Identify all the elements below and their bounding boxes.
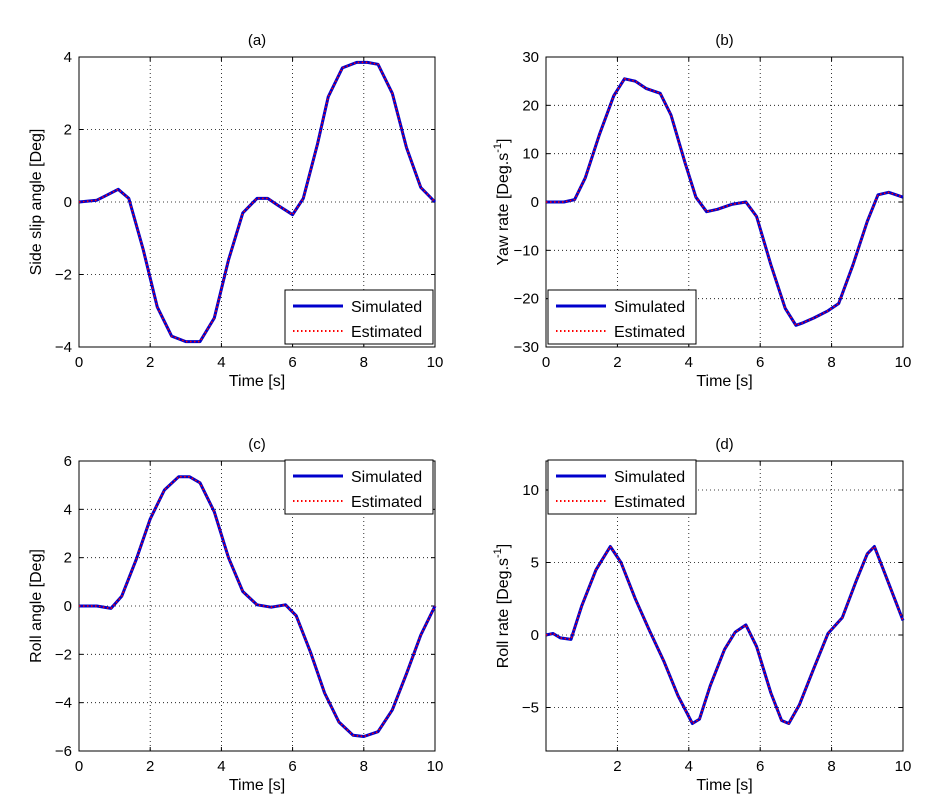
y-tick-label: −5	[522, 700, 539, 717]
legend-box	[547, 289, 697, 345]
chart-title: (c)	[248, 436, 266, 453]
y-axis-label-end: ]	[495, 544, 512, 548]
legend-box	[547, 459, 697, 515]
x-tick-label: 0	[75, 354, 83, 371]
x-tick-label: 4	[217, 758, 225, 775]
series-line-estimated	[545, 545, 904, 725]
y-tick-label: 2	[64, 122, 72, 139]
chart-panel-d: 2 4 6 8 10 −5 0 5 10 (d) Time [s] Roll rate [Deg.s-…	[492, 436, 911, 794]
y-tick-label: 2	[64, 550, 72, 567]
legend: Simulated Estimated	[284, 459, 434, 515]
x-tick-label: 4	[685, 354, 693, 371]
x-tick-label: 6	[756, 354, 764, 371]
y-tick-label: −4	[55, 695, 72, 712]
y-axis-label-main: Roll rate [Deg.s	[495, 558, 512, 668]
legend-box	[284, 459, 434, 515]
y-axis-label: Yaw rate [Deg.s-1]	[492, 139, 512, 266]
y-tick-label: 0	[64, 194, 72, 211]
y-tick-label: 30	[522, 49, 539, 66]
x-tick-label: 8	[827, 758, 835, 775]
chart-title: (b)	[715, 32, 733, 49]
legend: Simulated Estimated	[547, 459, 697, 515]
y-tick-label: 0	[64, 598, 72, 615]
x-tick-label: 8	[360, 758, 368, 775]
y-tick-label: −20	[514, 291, 539, 308]
y-axis-label-main: Side slip angle [Deg]	[28, 129, 45, 276]
x-tick-label: 6	[756, 758, 764, 775]
y-axis-label: Roll rate [Deg.s-1]	[492, 544, 512, 669]
legend-label-estimated: Estimated	[351, 494, 422, 511]
x-tick-label: 10	[895, 354, 912, 371]
legend-label-simulated: Simulated	[351, 469, 422, 486]
y-tick-label: 20	[522, 97, 539, 114]
x-tick-label: 4	[685, 758, 693, 775]
legend-label-estimated: Estimated	[614, 494, 685, 511]
chart-title: (a)	[248, 32, 266, 49]
x-axis-label: Time [s]	[696, 373, 752, 390]
x-axis-label: Time [s]	[696, 777, 752, 794]
legend-label-simulated: Simulated	[614, 469, 685, 486]
x-tick-label: 2	[613, 758, 621, 775]
legend-label-estimated: Estimated	[351, 324, 422, 341]
legend: Simulated Estimated	[547, 289, 697, 345]
series-line-estimated	[79, 475, 436, 738]
y-tick-label: 0	[531, 194, 539, 211]
x-tick-label: 4	[217, 354, 225, 371]
x-tick-label: 8	[827, 354, 835, 371]
y-axis-label-superscript: -1	[492, 143, 504, 153]
y-axis-label-superscript: -1	[492, 548, 504, 558]
x-tick-label: 6	[288, 354, 296, 371]
x-tick-label: 0	[75, 758, 83, 775]
x-axis-label: Time [s]	[229, 373, 285, 390]
x-axis-label: Time [s]	[229, 777, 285, 794]
chart-panel-b: 0 2 4 6 8 10 −30 −20 −10 0 10 20 30 (b) Time [s] Yaw ra…	[492, 32, 911, 390]
x-tick-label: 10	[895, 758, 912, 775]
series-line-estimated	[78, 61, 436, 343]
chart-title: (d)	[715, 436, 733, 453]
y-tick-label: −10	[514, 242, 539, 259]
y-tick-label: −2	[55, 646, 72, 663]
y-tick-label: 10	[522, 482, 539, 499]
y-axis-label-end: ]	[495, 139, 512, 143]
y-axis-label: Roll angle [Deg]	[28, 549, 45, 663]
x-tick-label: 2	[613, 354, 621, 371]
y-axis-label-main: Roll angle [Deg]	[28, 549, 45, 663]
legend-box	[284, 289, 434, 345]
series-line-simulated	[79, 475, 437, 738]
x-tick-label: 10	[427, 354, 444, 371]
series-line-estimated	[546, 78, 904, 327]
y-tick-label: 5	[531, 555, 539, 572]
series-line-simulated	[545, 545, 905, 725]
x-tick-label: 2	[146, 758, 154, 775]
y-tick-label: 6	[64, 453, 72, 470]
y-axis-label-main: Yaw rate [Deg.s	[495, 153, 512, 266]
y-tick-label: 4	[64, 501, 72, 518]
legend: Simulated Estimated	[284, 289, 434, 345]
x-tick-label: 10	[427, 758, 444, 775]
x-tick-label: 2	[146, 354, 154, 371]
y-tick-label: −2	[55, 267, 72, 284]
y-tick-label: −4	[55, 339, 72, 356]
y-tick-label: 4	[64, 49, 72, 66]
legend-label-simulated: Simulated	[351, 299, 422, 316]
y-tick-label: 0	[531, 627, 539, 644]
y-tick-label: −6	[55, 743, 72, 760]
legend-label-estimated: Estimated	[614, 324, 685, 341]
x-tick-label: 8	[360, 354, 368, 371]
y-tick-label: 10	[522, 146, 539, 163]
y-tick-label: −30	[514, 339, 539, 356]
x-tick-label: 6	[288, 758, 296, 775]
chart-panel-a: 0 2 4 6 8 10 −4 −2 0 2 4 (a) Time [s] Side slip angle…	[28, 32, 443, 390]
x-tick-label: 0	[542, 354, 550, 371]
y-axis-label: Side slip angle [Deg]	[28, 129, 45, 276]
chart-panel-c: 0 2 4 6 8 10 −6 −4 −2 0 2 4 6 (c) Time [s] Roll angle […	[28, 436, 443, 794]
legend-label-simulated: Simulated	[614, 299, 685, 316]
plot-frame	[545, 460, 904, 752]
series-line-simulated	[546, 77, 904, 327]
